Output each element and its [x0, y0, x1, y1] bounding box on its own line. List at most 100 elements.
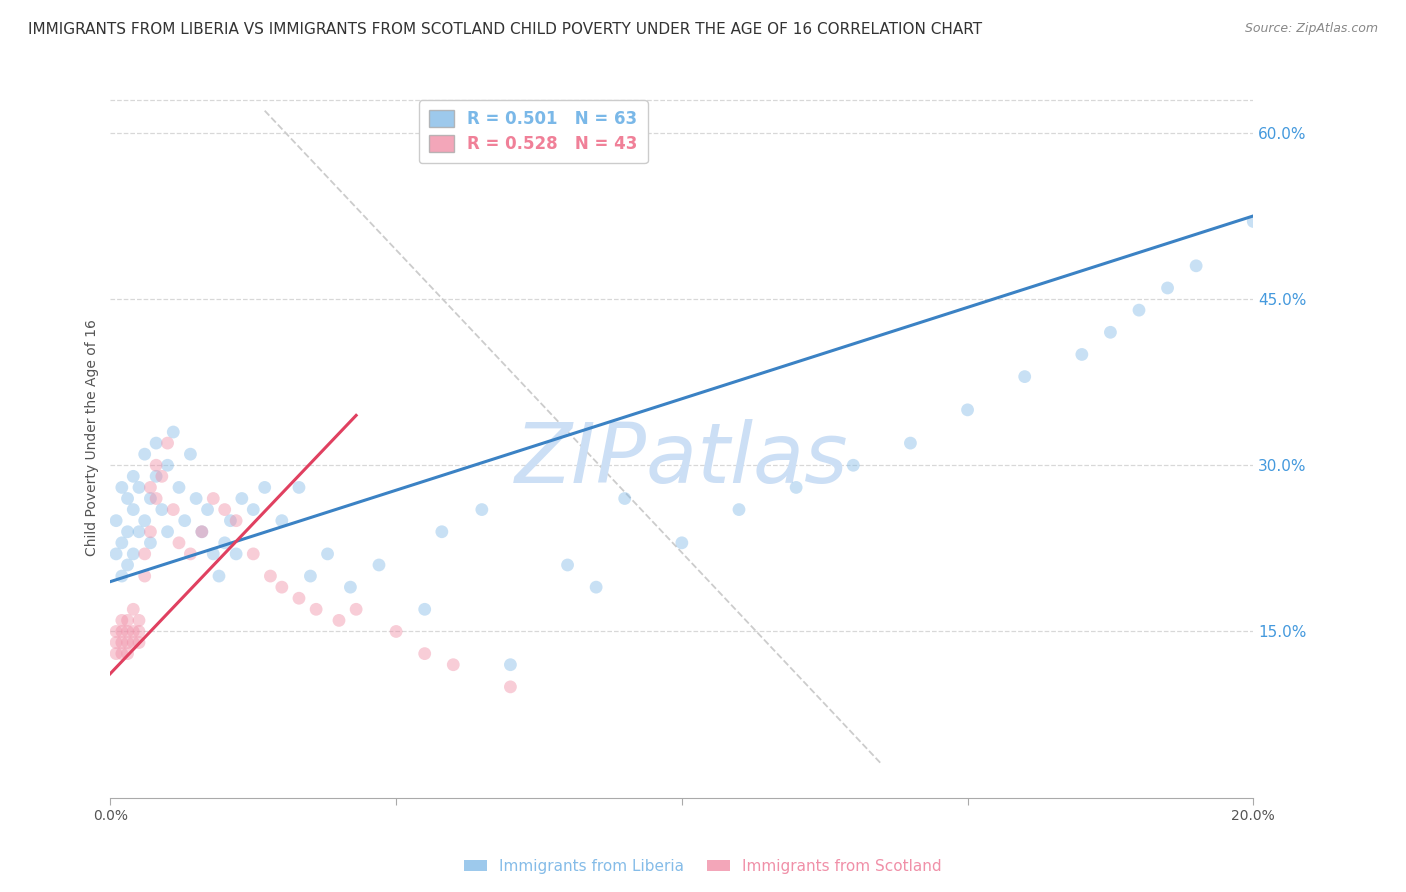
Point — [471, 502, 494, 516]
Text: ZIPatlas: ZIPatlas — [515, 418, 849, 500]
Point — [139, 491, 162, 506]
Point — [145, 469, 167, 483]
Point — [208, 569, 231, 583]
Point — [117, 524, 139, 539]
Point — [122, 469, 145, 483]
Point — [167, 480, 190, 494]
Point — [1014, 369, 1036, 384]
Point — [270, 580, 292, 594]
Point — [111, 480, 134, 494]
Point — [585, 580, 607, 594]
Point — [259, 569, 281, 583]
Point — [122, 502, 145, 516]
Point — [1156, 281, 1178, 295]
Point — [288, 480, 311, 494]
Point — [184, 491, 207, 506]
Point — [253, 480, 276, 494]
Point — [128, 613, 150, 627]
Point — [134, 569, 156, 583]
Point — [156, 524, 179, 539]
Point — [316, 547, 339, 561]
Point — [191, 524, 214, 539]
Point — [122, 547, 145, 561]
Point — [139, 536, 162, 550]
Point — [150, 502, 173, 516]
Point — [231, 491, 253, 506]
Point — [105, 624, 128, 639]
Point — [139, 524, 162, 539]
Point — [242, 502, 264, 516]
Point — [179, 447, 201, 461]
Point — [671, 536, 693, 550]
Point — [1099, 326, 1122, 340]
Point — [214, 502, 236, 516]
Point — [842, 458, 865, 473]
Point — [242, 547, 264, 561]
Point — [111, 569, 134, 583]
Point — [368, 558, 391, 572]
Point — [288, 591, 311, 606]
Point — [499, 657, 522, 672]
Legend: R = 0.501   N = 63, R = 0.528   N = 43: R = 0.501 N = 63, R = 0.528 N = 43 — [419, 100, 648, 163]
Point — [134, 547, 156, 561]
Point — [111, 635, 134, 649]
Point — [134, 514, 156, 528]
Point — [139, 480, 162, 494]
Point — [156, 458, 179, 473]
Point — [344, 602, 367, 616]
Point — [430, 524, 453, 539]
Point — [900, 436, 922, 450]
Point — [145, 458, 167, 473]
Point — [156, 436, 179, 450]
Point — [111, 536, 134, 550]
Point — [128, 524, 150, 539]
Point — [202, 547, 225, 561]
Legend: Immigrants from Liberia, Immigrants from Scotland: Immigrants from Liberia, Immigrants from… — [458, 853, 948, 880]
Y-axis label: Child Poverty Under the Age of 16: Child Poverty Under the Age of 16 — [86, 319, 100, 556]
Point — [117, 613, 139, 627]
Point — [150, 469, 173, 483]
Point — [117, 635, 139, 649]
Point — [1185, 259, 1208, 273]
Point — [305, 602, 328, 616]
Point — [117, 558, 139, 572]
Point — [134, 447, 156, 461]
Point — [785, 480, 807, 494]
Point — [105, 647, 128, 661]
Point — [128, 624, 150, 639]
Point — [728, 502, 751, 516]
Point — [117, 647, 139, 661]
Point — [441, 657, 464, 672]
Point — [499, 680, 522, 694]
Point — [167, 536, 190, 550]
Point — [162, 425, 184, 439]
Point — [162, 502, 184, 516]
Point — [956, 402, 979, 417]
Point — [219, 514, 242, 528]
Text: IMMIGRANTS FROM LIBERIA VS IMMIGRANTS FROM SCOTLAND CHILD POVERTY UNDER THE AGE : IMMIGRANTS FROM LIBERIA VS IMMIGRANTS FR… — [28, 22, 983, 37]
Point — [328, 613, 350, 627]
Point — [111, 624, 134, 639]
Point — [122, 635, 145, 649]
Point — [225, 514, 247, 528]
Point — [117, 624, 139, 639]
Point — [145, 436, 167, 450]
Point — [1128, 303, 1150, 318]
Point — [613, 491, 636, 506]
Point — [1070, 347, 1092, 361]
Point — [111, 613, 134, 627]
Point — [117, 491, 139, 506]
Point — [191, 524, 214, 539]
Point — [413, 602, 436, 616]
Point — [1241, 214, 1264, 228]
Point — [202, 491, 225, 506]
Point — [214, 536, 236, 550]
Point — [122, 624, 145, 639]
Point — [413, 647, 436, 661]
Point — [128, 635, 150, 649]
Point — [197, 502, 219, 516]
Text: Source: ZipAtlas.com: Source: ZipAtlas.com — [1244, 22, 1378, 36]
Point — [179, 547, 201, 561]
Point — [173, 514, 195, 528]
Point — [105, 635, 128, 649]
